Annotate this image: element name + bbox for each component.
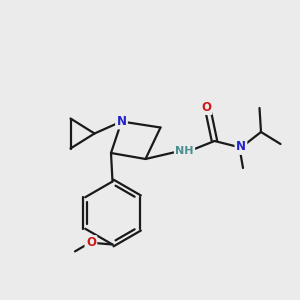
- Text: O: O: [86, 236, 96, 250]
- Text: N: N: [236, 140, 246, 154]
- Text: O: O: [201, 100, 211, 114]
- Text: N: N: [116, 115, 127, 128]
- Text: NH: NH: [175, 146, 194, 157]
